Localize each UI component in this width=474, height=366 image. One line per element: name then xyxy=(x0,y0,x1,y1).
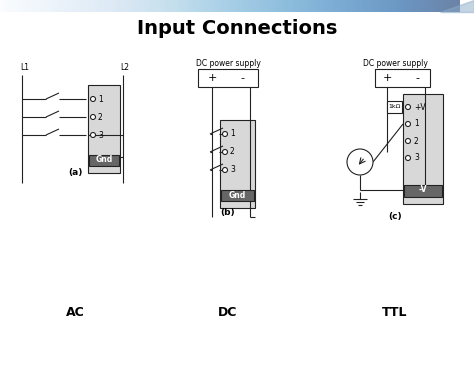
Bar xyxy=(220,120,255,208)
Text: +: + xyxy=(383,73,392,83)
Bar xyxy=(404,185,442,197)
Text: (c): (c) xyxy=(388,213,402,221)
Text: 2: 2 xyxy=(230,147,235,157)
Text: 1: 1 xyxy=(414,120,419,128)
Text: Input Connections: Input Connections xyxy=(137,19,337,37)
Text: 2: 2 xyxy=(98,112,103,122)
Bar xyxy=(89,155,119,166)
Text: AC: AC xyxy=(65,306,84,318)
Text: 3: 3 xyxy=(98,131,103,139)
Text: (a): (a) xyxy=(68,168,82,178)
Text: (b): (b) xyxy=(221,208,235,217)
Text: -V: -V xyxy=(419,186,427,194)
Bar xyxy=(88,85,120,173)
Circle shape xyxy=(222,149,228,154)
Text: 1kΩ: 1kΩ xyxy=(388,105,401,109)
Circle shape xyxy=(91,115,95,120)
Text: 1: 1 xyxy=(230,130,235,138)
Text: L2: L2 xyxy=(120,63,129,72)
Circle shape xyxy=(91,132,95,138)
Text: 3: 3 xyxy=(230,165,235,175)
Circle shape xyxy=(405,122,410,127)
Polygon shape xyxy=(440,0,474,12)
Text: TTL: TTL xyxy=(382,306,408,318)
Bar xyxy=(375,69,430,87)
Circle shape xyxy=(405,138,410,143)
Circle shape xyxy=(222,131,228,137)
Bar xyxy=(198,69,258,87)
Circle shape xyxy=(405,105,410,109)
Text: -: - xyxy=(240,73,244,83)
Text: DC: DC xyxy=(219,306,237,318)
Text: 1: 1 xyxy=(98,94,103,104)
Circle shape xyxy=(222,168,228,172)
Text: +V: +V xyxy=(414,102,426,112)
Bar xyxy=(403,94,443,204)
Text: 3: 3 xyxy=(414,153,419,163)
Text: 2: 2 xyxy=(414,137,419,146)
Text: L1: L1 xyxy=(20,63,29,72)
Circle shape xyxy=(347,149,373,175)
Text: +: + xyxy=(207,73,217,83)
Circle shape xyxy=(91,97,95,101)
Text: DC power supply: DC power supply xyxy=(363,60,428,68)
Bar xyxy=(387,101,402,113)
Text: DC power supply: DC power supply xyxy=(196,60,260,68)
Text: Gnd: Gnd xyxy=(229,190,246,199)
Text: Gnd: Gnd xyxy=(95,156,113,164)
Text: -: - xyxy=(415,73,419,83)
Circle shape xyxy=(405,156,410,161)
Bar xyxy=(221,190,254,201)
